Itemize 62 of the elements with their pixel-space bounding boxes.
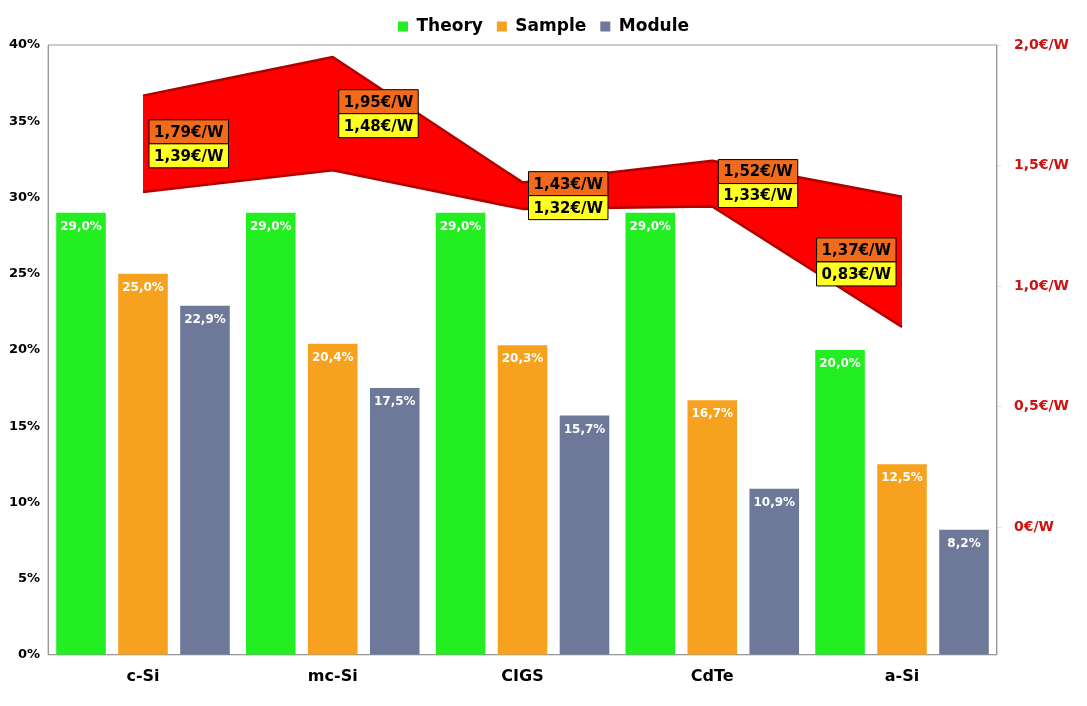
bar bbox=[118, 273, 168, 655]
y2-tick-label: 0€/W bbox=[1013, 517, 1054, 534]
data-label: 1,52€/W bbox=[723, 162, 794, 181]
x-tick-label: CIGS bbox=[501, 665, 544, 685]
data-label: 1,32€/W bbox=[533, 198, 604, 217]
data-label: 25,0% bbox=[122, 279, 164, 294]
legend-label: Theory bbox=[416, 14, 483, 35]
bar bbox=[245, 212, 296, 655]
legend-label: Sample bbox=[515, 14, 587, 35]
bar bbox=[180, 305, 230, 655]
y2-tick-label: 2,0€/W bbox=[1013, 35, 1070, 52]
data-label: 0,83€/W bbox=[821, 264, 892, 283]
bar bbox=[815, 349, 865, 655]
data-label: 1,43€/W bbox=[533, 174, 604, 193]
bar bbox=[625, 212, 676, 655]
bar bbox=[307, 343, 358, 655]
data-label: 20,0% bbox=[819, 356, 861, 371]
legend-label: Module bbox=[618, 14, 690, 35]
bar bbox=[877, 464, 927, 655]
bar bbox=[559, 415, 610, 655]
bar bbox=[56, 212, 106, 655]
data-label: 15,7% bbox=[563, 421, 606, 436]
bar bbox=[497, 345, 548, 655]
data-label: 1,79€/W bbox=[153, 122, 224, 141]
bar bbox=[749, 488, 800, 655]
data-label: 10,9% bbox=[753, 494, 796, 509]
bar bbox=[369, 388, 420, 655]
data-label: 16,7% bbox=[691, 406, 734, 421]
y2-tick-label: 1,0€/W bbox=[1013, 276, 1070, 293]
data-label: 1,39€/W bbox=[153, 146, 224, 165]
x-tick-label: CdTe bbox=[690, 665, 734, 685]
data-label: 1,95€/W bbox=[343, 92, 414, 111]
y-tick-label: 15% bbox=[8, 417, 41, 433]
data-label: 1,33€/W bbox=[723, 186, 794, 205]
bar bbox=[939, 529, 989, 655]
data-label: 1,48€/W bbox=[343, 116, 414, 135]
y-tick-label: 20% bbox=[8, 341, 41, 357]
x-tick-label: a-Si bbox=[884, 665, 920, 685]
data-label: 29,0% bbox=[249, 218, 292, 233]
y2-tick-label: 1,5€/W bbox=[1013, 156, 1070, 173]
data-label: 12,5% bbox=[881, 470, 923, 485]
y-tick-label: 40% bbox=[8, 36, 41, 52]
data-label: 29,0% bbox=[439, 218, 482, 233]
data-label: 29,0% bbox=[629, 218, 672, 233]
data-label: 29,0% bbox=[60, 218, 102, 233]
data-label: 1,37€/W bbox=[821, 240, 892, 259]
data-label: 20,4% bbox=[311, 349, 354, 364]
data-label: 17,5% bbox=[373, 394, 416, 409]
y2-tick-label: 0,5€/W bbox=[1013, 397, 1070, 414]
x-tick-label: mc-Si bbox=[307, 665, 358, 685]
data-label: 8,2% bbox=[947, 535, 981, 550]
data-label: 22,9% bbox=[184, 311, 226, 326]
bar bbox=[687, 400, 738, 655]
x-tick-label: c-Si bbox=[126, 665, 160, 685]
y-tick-label: 10% bbox=[8, 493, 41, 509]
y-tick-label: 35% bbox=[8, 112, 41, 128]
data-label: 20,3% bbox=[501, 351, 544, 366]
y-tick-label: 5% bbox=[18, 569, 41, 585]
y-tick-label: 0% bbox=[18, 646, 41, 662]
y-tick-label: 25% bbox=[8, 265, 41, 281]
bar bbox=[435, 212, 486, 655]
y-tick-label: 30% bbox=[8, 188, 41, 204]
